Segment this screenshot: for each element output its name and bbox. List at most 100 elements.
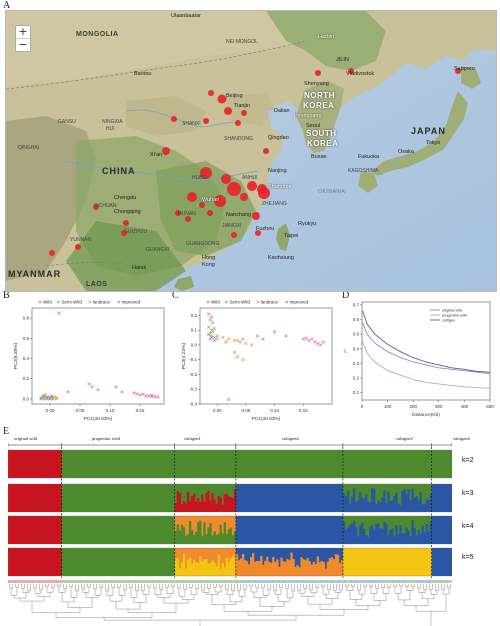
sample-tip <box>78 580 80 583</box>
admixture-bar <box>407 489 410 512</box>
sample-tip <box>156 580 158 583</box>
sample-tip <box>147 580 149 583</box>
dendrogram-branch <box>370 586 378 594</box>
dendrogram-branch <box>147 584 151 588</box>
city-chongqing: Chongqing <box>114 209 141 215</box>
sample-tip <box>200 580 201 583</box>
sample-tip <box>430 580 432 583</box>
sample-tip <box>33 580 35 583</box>
sample-tip <box>334 580 336 583</box>
data-point <box>206 325 211 329</box>
city-sapporo: Sapporo <box>454 66 475 72</box>
admixture-bar <box>276 559 279 576</box>
admixture-bar <box>391 500 394 512</box>
sample-tip <box>405 580 407 583</box>
admixture-bar <box>193 559 196 576</box>
admixture-bar <box>379 502 382 512</box>
city-tokyo: Tokyo <box>426 140 441 146</box>
admixture-row-frame <box>8 515 452 545</box>
admixture-bar <box>357 500 360 512</box>
admixture-bar <box>213 499 216 512</box>
admixture-bar <box>229 497 233 512</box>
admixture-bar <box>389 501 392 512</box>
sample-marker <box>75 244 81 250</box>
sample-tip <box>419 580 421 583</box>
admixture-bar <box>280 557 283 576</box>
admixture-bar <box>334 554 338 576</box>
sample-tip <box>389 580 391 583</box>
zoom-out-button[interactable]: − <box>16 38 30 51</box>
zoom-in-button[interactable]: + <box>18 25 28 38</box>
data-point <box>212 338 216 343</box>
admixture-bar <box>264 560 267 576</box>
sample-tip <box>285 580 287 583</box>
sample-tip <box>56 580 57 583</box>
dendrogram-branch <box>279 584 283 588</box>
sample-tip <box>246 580 248 583</box>
admixture-bar <box>302 559 305 576</box>
admixture-bar <box>211 493 214 512</box>
sample-tip <box>89 580 91 583</box>
sample-tip <box>128 580 129 583</box>
admixture-bar <box>429 521 432 544</box>
y-tick-label: 0.0 <box>191 342 198 347</box>
admixture-bar <box>427 531 430 544</box>
admixture-block <box>8 484 62 512</box>
panel-label-e: E <box>3 426 10 437</box>
admixture-bar <box>191 496 194 512</box>
data-point <box>147 394 151 398</box>
dendrogram-branch <box>45 584 49 587</box>
admixture-bar <box>278 566 281 576</box>
admixture-bar <box>385 524 388 544</box>
sample-tip <box>154 580 156 583</box>
admixture-bar <box>243 560 247 576</box>
sample-tip <box>317 580 319 583</box>
sample-tip <box>17 580 19 583</box>
city-nanjing: Nanjing <box>268 168 287 174</box>
admixture-bar <box>403 489 406 512</box>
sample-tip <box>332 580 333 583</box>
sample-tip <box>94 580 96 583</box>
admixture-bar <box>312 561 315 576</box>
admixture-bar <box>176 557 180 576</box>
sample-tip <box>266 580 267 583</box>
dendrogram-branch <box>442 587 450 595</box>
map-panel[interactable]: + − Ulaanbaatar MONGOLIA Harbin JILIN Sa… <box>5 10 497 292</box>
sample-marker <box>199 202 205 208</box>
admixture-bar <box>197 522 200 544</box>
dendrogram-branch <box>363 584 367 587</box>
legend-label: progenitor wild <box>442 313 467 317</box>
dendrogram-branch <box>327 584 331 590</box>
sample-tip <box>442 580 444 583</box>
admixture-bar <box>195 501 198 512</box>
admixture-bar <box>377 500 380 512</box>
sample-tip <box>351 580 353 583</box>
dendrogram-branch <box>34 588 42 594</box>
sample-tip <box>356 580 357 583</box>
country-mongolia: MONGOLIA <box>76 31 119 38</box>
dendrogram-branch <box>189 584 193 588</box>
sample-tip <box>322 580 324 583</box>
sample-marker <box>227 182 241 196</box>
y-tick-label: 0.2 <box>353 376 360 381</box>
admixture-block <box>8 516 62 544</box>
admixture-bar <box>381 497 384 512</box>
sample-tip <box>164 580 165 583</box>
admixture-block <box>8 548 62 576</box>
sample-tip <box>274 580 276 583</box>
admixture-bar <box>209 523 212 544</box>
data-point <box>114 385 118 389</box>
sample-tip <box>363 580 365 583</box>
sample-tip <box>380 580 381 583</box>
y-tick-label: -0.4 <box>189 402 197 407</box>
sample-marker <box>171 116 177 122</box>
admixture-bar <box>375 523 378 544</box>
admixture-bar <box>417 500 420 512</box>
sample-tip <box>177 580 179 583</box>
legend-marker <box>285 300 289 304</box>
sample-tip <box>88 580 90 583</box>
city-tianjin: Tianjin <box>234 103 250 109</box>
admixture-bar <box>180 503 184 512</box>
admixture-bar <box>352 488 356 512</box>
y-tick-label: 0.8 <box>23 316 30 321</box>
